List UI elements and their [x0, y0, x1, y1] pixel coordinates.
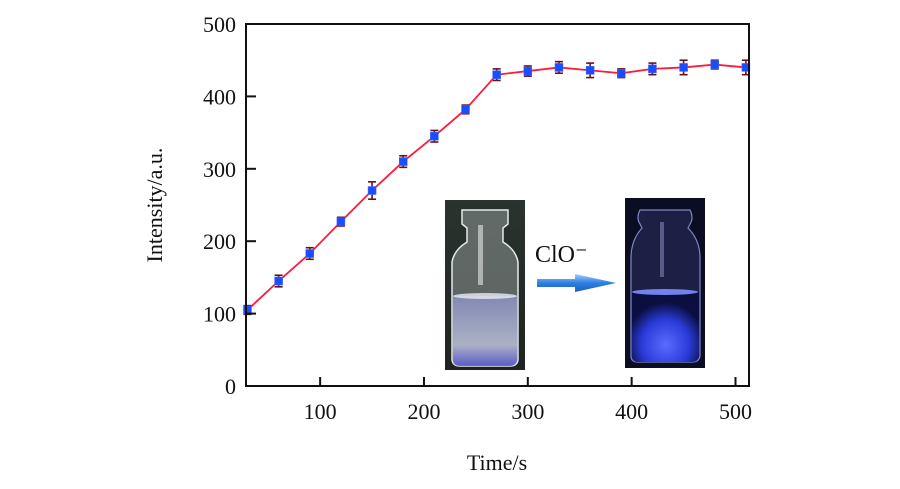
axes: 100 200 300 400 500 0 100 200 300 400 500: [203, 12, 752, 424]
data-marker: [523, 66, 533, 76]
data-marker: [554, 63, 564, 72]
reaction-label: ClO⁻: [535, 242, 588, 268]
data-point: [617, 68, 626, 79]
x-tick-label: 200: [407, 399, 440, 424]
inset-photos: ClO⁻: [445, 198, 705, 370]
arrow-icon: [537, 274, 616, 292]
x-tick-label: 100: [304, 399, 337, 424]
data-point: [523, 65, 533, 77]
data-point: [398, 154, 408, 169]
x-tick-label: 300: [511, 399, 544, 424]
data-point: [492, 68, 501, 82]
data-point: [305, 246, 315, 261]
data-marker: [710, 60, 719, 69]
data-marker: [617, 68, 626, 78]
data-marker: [398, 157, 408, 166]
data-point: [430, 129, 439, 143]
data-point: [679, 59, 688, 76]
y-tick-label: 100: [203, 302, 236, 327]
data-point: [585, 62, 595, 79]
data-point: [648, 62, 657, 76]
y-tick-label: 400: [203, 84, 236, 109]
x-tick-label: 500: [719, 399, 752, 424]
data-marker: [274, 276, 283, 286]
x-axis-title: Time/s: [467, 450, 527, 475]
data-point: [274, 274, 283, 288]
y-tick-label: 300: [203, 157, 236, 182]
data-point: [336, 216, 346, 227]
plot-border: [245, 23, 750, 387]
data-marker: [492, 70, 501, 79]
y-axis-title: Intensity/a.u.: [142, 148, 167, 263]
y-tick-label: 200: [203, 229, 236, 254]
data-marker: [336, 217, 346, 226]
y-tick-label: 0: [225, 374, 236, 399]
plot-frame: [245, 23, 750, 387]
y-tick-label: 500: [203, 12, 236, 37]
data-point: [367, 181, 377, 201]
data-marker: [648, 64, 657, 74]
data-marker: [585, 66, 595, 75]
data-marker: [367, 186, 377, 195]
data-marker: [430, 131, 439, 141]
series-group: [243, 59, 751, 316]
data-point: [461, 104, 470, 115]
data-point: [554, 60, 564, 75]
vial-before-photo: [445, 200, 525, 370]
data-marker: [305, 249, 315, 258]
data-marker: [679, 63, 688, 72]
vial-after-photo: [625, 198, 705, 368]
data-point: [710, 59, 719, 70]
x-tick-label: 400: [615, 399, 648, 424]
data-marker: [461, 105, 470, 114]
